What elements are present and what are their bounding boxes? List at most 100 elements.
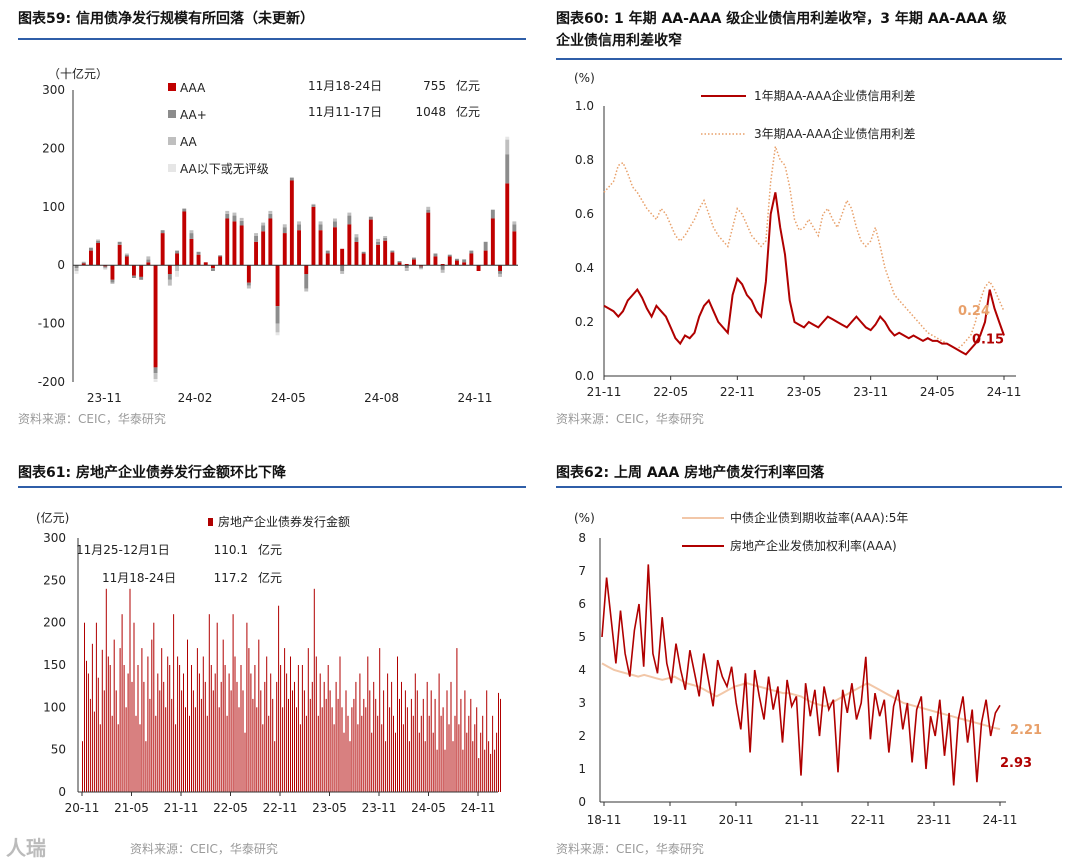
- bar-segment-AA: [167, 279, 172, 286]
- bar-segment-AA+: [246, 282, 251, 286]
- bar: [250, 673, 252, 792]
- bar: [430, 690, 432, 792]
- bar-segment-AAA: [103, 265, 108, 267]
- bar: [236, 681, 238, 792]
- bar: [101, 649, 103, 792]
- y-tick-label: 0.0: [575, 369, 594, 383]
- legend-label: AA以下或无评级: [180, 162, 269, 176]
- y-tick-label: 0.8: [575, 153, 594, 167]
- bar-segment-AAA: [440, 264, 445, 266]
- bar-segment-AA+: [419, 266, 423, 269]
- bar-segment-AA: [440, 269, 445, 273]
- bar: [432, 732, 434, 792]
- bar: [155, 715, 157, 792]
- x-tick-label: 21-11: [785, 813, 820, 827]
- bar: [420, 715, 422, 792]
- bar: [341, 707, 343, 792]
- bar-segment-AA+: [404, 265, 409, 269]
- bar: [345, 690, 347, 792]
- bar: [428, 715, 430, 792]
- bar: [296, 707, 297, 792]
- bar: [121, 614, 123, 792]
- annotation-unit: 亿元: [456, 104, 480, 119]
- bar-segment-AAA: [383, 240, 388, 266]
- bar-segment-AA+: [153, 367, 158, 374]
- annotation-unit: 亿元: [258, 570, 282, 585]
- y-tick-label: 6: [578, 597, 586, 611]
- bar-segment-AAA: [340, 248, 345, 266]
- bar-segment-AA: [498, 274, 502, 277]
- bar: [137, 665, 139, 792]
- bar: [117, 724, 119, 792]
- bar-segment-AA+: [96, 240, 100, 243]
- bar: [266, 656, 268, 792]
- bar: [329, 690, 331, 792]
- x-tick-label: 23-11: [362, 801, 397, 815]
- bar: [163, 681, 165, 792]
- bar-segment-AA+: [146, 259, 151, 263]
- x-tick-label: 24-11: [987, 385, 1022, 399]
- bar-segment-AA: [246, 285, 251, 289]
- chart-title-line2: 企业债信用利差收窄: [556, 33, 682, 49]
- source-note: 资料来源：CEIC，华泰研究: [18, 412, 166, 426]
- bar-segment-AA+: [505, 154, 510, 184]
- bar: [355, 681, 357, 792]
- bar-segment-AAA: [376, 244, 380, 266]
- annotation-label: 11月25-12月1日: [76, 543, 170, 557]
- bar-segment-AA+: [182, 208, 187, 212]
- bar-segment-AA: [175, 265, 179, 271]
- bar: [167, 656, 169, 792]
- x-tick-label: 22-11: [720, 385, 755, 399]
- bar: [196, 648, 198, 792]
- bar: [331, 707, 333, 792]
- series-line-1年期AA-AAA企业债信用利差: [603, 192, 1005, 356]
- bar-segment-AAA: [160, 233, 165, 266]
- bar: [151, 639, 153, 792]
- y-tick-label: 4: [578, 663, 586, 677]
- bar: [399, 698, 400, 792]
- bar-segment-AA+: [282, 227, 287, 233]
- bar: [414, 673, 416, 792]
- bar-segment-AA: [225, 210, 230, 214]
- bar: [145, 741, 147, 792]
- bar: [500, 698, 501, 792]
- bar-segment-AA: [189, 230, 194, 234]
- bar: [183, 673, 184, 792]
- series-line-3年期AA-AAA企业债信用利差: [603, 146, 1005, 350]
- bar-segment-AAA: [268, 218, 273, 266]
- bar: [127, 673, 129, 792]
- x-tick-label: 24-05: [920, 385, 955, 399]
- bar: [115, 690, 117, 792]
- panel-realestate-issuance: 图表61: 房地产企业债券发行金额环比下降 (亿元) 0 50 100 150 200 25…: [18, 462, 526, 862]
- bar-segment-AA以下或无评级: [275, 332, 280, 336]
- bar: [387, 673, 389, 792]
- unit-label: (%): [574, 71, 595, 85]
- bar: [446, 690, 448, 792]
- bar: [234, 656, 236, 792]
- legend-label: 1年期AA-AAA企业债信用利差: [754, 88, 916, 103]
- bar: [490, 753, 492, 792]
- bar-segment-AA+: [196, 251, 201, 255]
- bar-segment-AAA: [318, 230, 323, 266]
- bar-segment-AA: [404, 268, 409, 271]
- bar: [299, 724, 301, 792]
- bar: [270, 673, 272, 792]
- end-value-label: 0.24: [958, 304, 990, 319]
- bar-segment-AAA: [96, 243, 100, 266]
- bar: [185, 707, 186, 792]
- x-tick-label: 23-11: [917, 813, 952, 827]
- bar-segment-AA: [297, 221, 301, 225]
- bar: [408, 741, 410, 792]
- bar: [89, 698, 91, 792]
- bar-segment-AA: [512, 221, 517, 225]
- bar: [492, 715, 494, 792]
- title-rule: [556, 58, 1062, 60]
- bar-segment-AAA: [239, 225, 244, 266]
- source-note: 资料来源：CEIC，华泰研究: [556, 412, 704, 426]
- bar: [373, 681, 375, 792]
- bar-segment-AA: [103, 267, 108, 269]
- bar: [268, 715, 270, 792]
- bar: [123, 665, 125, 792]
- x-tick-label: 21-11: [587, 385, 622, 399]
- end-value-label: 2.21: [1010, 723, 1042, 738]
